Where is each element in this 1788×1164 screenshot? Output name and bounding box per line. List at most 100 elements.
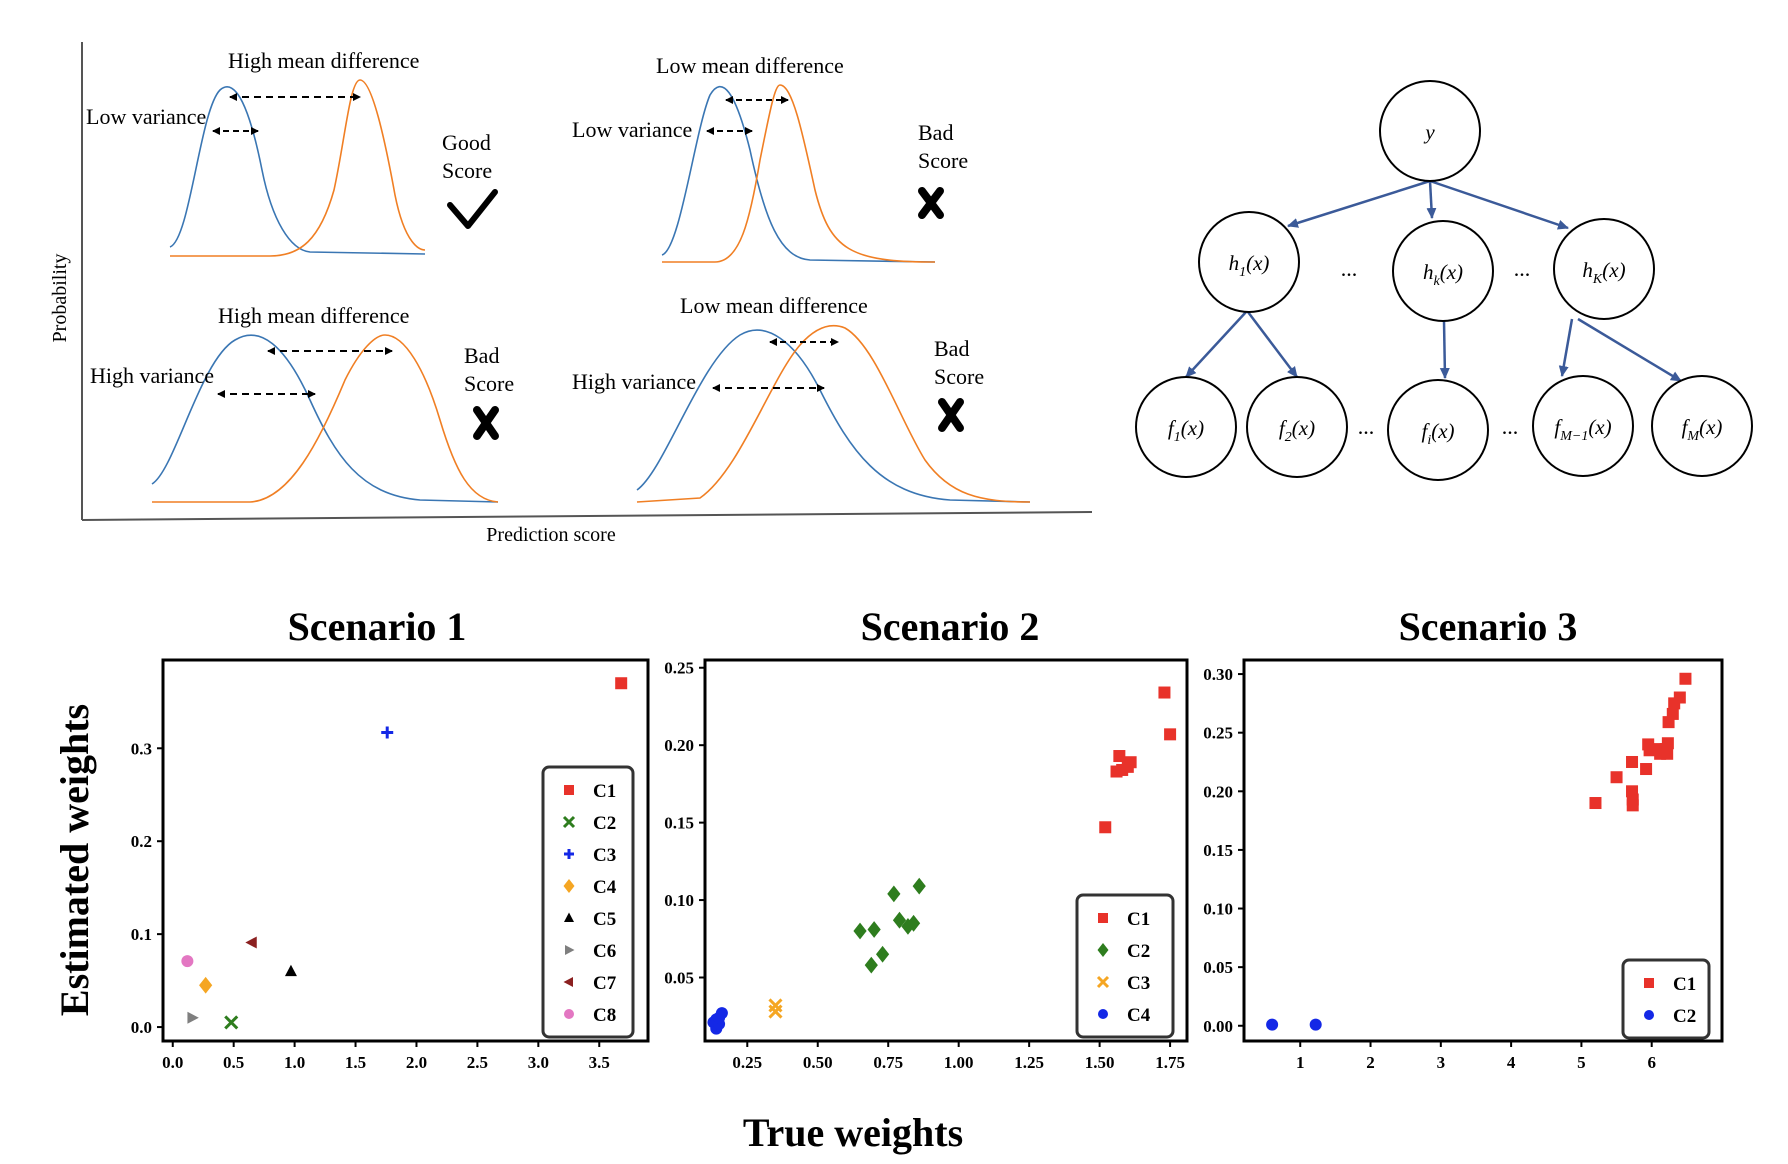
x-tick-label: 1.25 (1014, 1053, 1044, 1072)
data-point-c1 (1164, 728, 1177, 741)
scatter-chart-3: Scenario 3 1 2 3 4 5 6 0.00 0.05 0.10 0.15 0.20 0.25… (1203, 604, 1724, 1072)
scatter-charts: Scenario 1 0.0 0.5 1.0 1.5 2.0 2.5 3.0 3.5 0.0 0.1… (131, 604, 1724, 1072)
data-point-c6 (187, 1011, 199, 1024)
data-point-c1 (1589, 797, 1602, 810)
node-label: hk(x) (1423, 260, 1463, 289)
node-label: f1(x) (1168, 416, 1204, 445)
mean-difference-label: Low mean difference (680, 293, 868, 318)
verdict-label-line2: Score (464, 371, 514, 396)
legend-marker-c2 (1097, 943, 1109, 957)
variance-label: High variance (90, 363, 214, 388)
y-tick-label: 0.30 (1203, 665, 1233, 684)
node-label: fM(x) (1682, 415, 1723, 444)
blue-distribution-curve (636, 329, 1031, 503)
legend-marker-c6 (565, 945, 575, 955)
tree-node-f2: f2(x) (1246, 376, 1348, 478)
x-tick-label: 1.0 (284, 1053, 305, 1072)
verdict-label-line1: Bad (918, 120, 953, 145)
data-point-c1 (1124, 756, 1137, 769)
legend-label: C2 (593, 813, 616, 834)
data-point-c1 (1626, 755, 1639, 768)
edge-root-to-h1 (1287, 179, 1431, 228)
cross-icon (938, 398, 964, 432)
orange-distribution-curve (662, 84, 936, 263)
x-tick-label: 3.5 (589, 1053, 610, 1072)
node-label: hK(x) (1582, 258, 1625, 287)
edge-hk-to-fi (1439, 320, 1450, 379)
x-tick-label: 2.5 (467, 1053, 488, 1072)
variance-label: Low variance (572, 117, 692, 142)
tree-node-fi: fi(x) (1387, 379, 1489, 481)
blue-distribution-curve (169, 86, 426, 255)
cross-icon (473, 406, 499, 440)
verdict-label-line1: Good (442, 130, 491, 155)
x-tick-label: 1.00 (944, 1053, 974, 1072)
data-point-c1 (1643, 744, 1656, 757)
x-tick-label: 2.0 (406, 1053, 427, 1072)
data-point-c1 (1679, 672, 1692, 685)
legend-frame (541, 765, 635, 1039)
x-tick-label: 6 (1647, 1053, 1656, 1072)
data-point-c4 (199, 976, 213, 994)
orange-distribution-curve (152, 334, 499, 503)
y-tick-label: 0.25 (1203, 724, 1233, 743)
data-point-c1 (1099, 821, 1112, 834)
x-tick-label: 0.0 (162, 1053, 183, 1072)
legend-marker-c4 (563, 879, 575, 893)
plot-frame (161, 658, 650, 1043)
x-tick-label: 1.50 (1085, 1053, 1115, 1072)
legend-label: C2 (1673, 1006, 1696, 1027)
data-point-c4 (715, 1007, 728, 1020)
orange-distribution-curve (636, 324, 1031, 503)
scatter-chart-2: Scenario 2 0.25 0.50 0.75 1.00 1.25 1.50 1.75 0.… (664, 604, 1189, 1072)
data-point-c1 (1158, 686, 1171, 699)
data-point-c1 (1640, 763, 1653, 776)
cross-icon (918, 187, 944, 219)
distribution-panel-2: Low mean difference Low variance Bad Sco… (572, 53, 968, 263)
tree-ellipsis: ... (1341, 256, 1358, 281)
data-point-c1 (1661, 737, 1674, 750)
legend-marker-c3 (1096, 975, 1110, 989)
tree-edges (1185, 179, 1682, 383)
y-tick-label: 0.10 (1203, 900, 1233, 919)
data-point-c2 (912, 877, 926, 895)
y-tick-label: 0.2 (131, 832, 152, 851)
legend-marker-c2 (562, 815, 576, 829)
estimated-weights-axis-label: Estimated weights (52, 704, 97, 1016)
legend-marker-c5 (564, 912, 574, 922)
x-tick-label: 5 (1577, 1053, 1586, 1072)
data-point-c2 (875, 945, 890, 963)
data-point-c1 (1661, 747, 1674, 760)
tree-node-h1: h1(x) (1198, 211, 1300, 313)
legend-label: C3 (1127, 973, 1150, 994)
data-point-c1 (1610, 771, 1623, 784)
x-axis-line (81, 511, 1093, 521)
chart-title: Scenario 2 (861, 604, 1040, 649)
blue-distribution-curve (661, 85, 936, 263)
mean-difference-label: Low mean difference (656, 53, 844, 78)
tree-node-hK: hK(x) (1553, 218, 1655, 320)
x-tick-label: 1 (1296, 1053, 1305, 1072)
legend-label: C1 (1673, 974, 1696, 995)
data-point-c8 (181, 955, 194, 968)
x-tick-label: 2 (1366, 1053, 1375, 1072)
x-tick-label: 1.5 (345, 1053, 366, 1072)
legend-label: C6 (593, 941, 616, 962)
verdict-label-line2: Score (918, 148, 968, 173)
data-point-c1 (615, 677, 628, 690)
legend-marker-c3 (564, 849, 574, 859)
legend-marker-c7 (563, 977, 573, 987)
tree-ellipsis: ... (1502, 414, 1519, 439)
variance-label: Low variance (86, 104, 206, 129)
legend-marker-c2 (1644, 1010, 1654, 1020)
chart-title: Scenario 3 (1399, 604, 1578, 649)
x-tick-label: 0.50 (803, 1053, 833, 1072)
y-tick-label: 0.1 (131, 925, 152, 944)
data-point-c3 (768, 1004, 783, 1019)
data-point-c2 (887, 885, 901, 903)
verdict-label-line1: Bad (464, 343, 499, 368)
node-label: fM−1(x) (1554, 415, 1611, 444)
y-tick-label: 0.20 (1203, 782, 1233, 801)
node-label: y (1423, 120, 1435, 144)
